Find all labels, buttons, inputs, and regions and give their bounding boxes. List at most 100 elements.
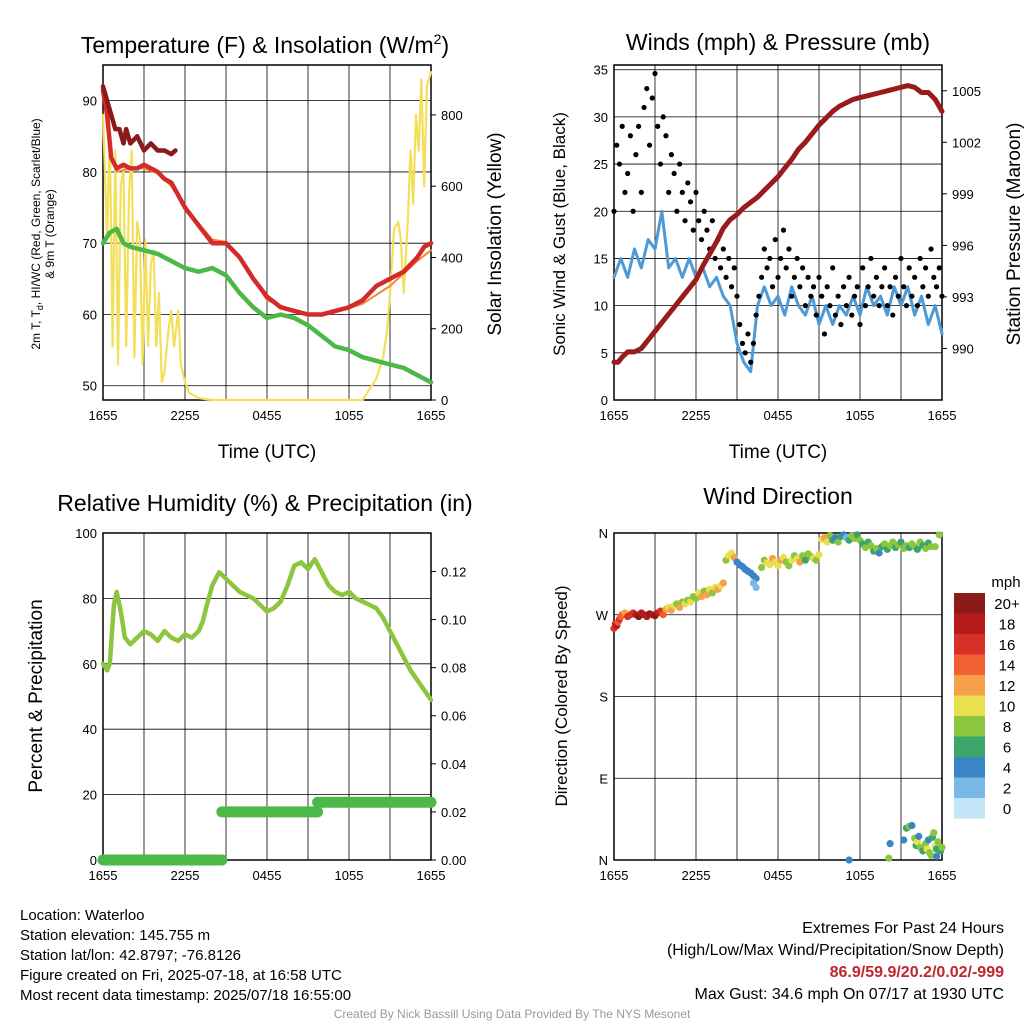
direction-point [815, 551, 823, 559]
wind-line [612, 209, 944, 374]
legend-swatch [954, 593, 985, 614]
direction-point [845, 856, 853, 864]
temperature-left-tick-labels: 50 60 70 80 90 [83, 94, 97, 394]
max-gust: Max Gust: 34.6 mph On 07/17 at 1930 UTC [694, 986, 1005, 1003]
gust-point [819, 293, 825, 299]
precipitation-line [97, 796, 437, 866]
right-tick-label: 0.06 [441, 709, 466, 724]
gust-point [742, 350, 748, 356]
y-tick-label: 80 [83, 591, 97, 606]
legend-swatch [954, 736, 985, 757]
x-tick-label: 1655 [89, 868, 118, 883]
humidity-series [97, 556, 437, 866]
direction-point [931, 543, 939, 551]
temperature-x-tick-labels: 1655 2255 0455 1055 1655 [89, 408, 446, 423]
direction-point [932, 852, 941, 860]
gust-point [901, 284, 907, 290]
y-tick-label: 60 [83, 657, 97, 672]
gust-point [709, 218, 716, 224]
direction-x-tick-labels: 1655 2255 0455 1055 1655 [600, 868, 957, 883]
direction-point [697, 592, 706, 601]
y-tick-label: 5 [601, 346, 608, 361]
x-tick-label: 0455 [253, 408, 282, 423]
legend-label: 2 [1003, 781, 1011, 798]
gust-point [649, 95, 655, 101]
gust-point [854, 284, 860, 290]
direction-points [610, 531, 946, 864]
gust-point [786, 246, 792, 252]
gust-point [827, 303, 833, 309]
humidity-line [100, 556, 434, 703]
gust-point [933, 284, 940, 290]
station-info: Location: Waterloo Station elevation: 14… [20, 906, 351, 1006]
gust-point [737, 321, 743, 328]
gust-point [780, 227, 787, 233]
right-tick-label: 0.04 [441, 757, 466, 772]
direction-point [913, 545, 922, 553]
x-tick-label: 1655 [417, 408, 446, 423]
gust-point [909, 293, 915, 299]
y-tick-label: 90 [83, 94, 97, 109]
gust-point [892, 274, 899, 280]
gust-point [731, 265, 737, 271]
right-tick-label: 200 [441, 322, 463, 337]
legend-label: 16 [999, 637, 1016, 654]
winds-left-axis-label: Sonic Wind & Gust (Blue, Black) [550, 112, 569, 356]
gust-point [726, 255, 732, 262]
extremes-subheading: (High/Low/Max Wind/Precipitation/Snow De… [666, 942, 1004, 959]
y-tick-label: 70 [83, 236, 97, 251]
gust-point [756, 293, 762, 299]
x-tick-label: 1055 [846, 408, 875, 423]
humidity-chart: Relative Humidity (%) & Precipitation (i… [26, 490, 473, 883]
humidity-x-tick-labels: 1655 2255 0455 1055 1655 [89, 868, 446, 883]
gust-point [835, 293, 841, 299]
direction-point [915, 832, 923, 840]
gust-point [698, 236, 705, 243]
direction-point [885, 854, 893, 862]
gust-point [753, 312, 759, 318]
direction-point [752, 583, 760, 592]
direction-point [913, 838, 922, 846]
right-tick-label: 0.08 [441, 661, 466, 676]
y-tick-label: N [599, 526, 608, 541]
gust-point [873, 274, 880, 280]
gust-point [748, 359, 754, 365]
direction-point [889, 538, 897, 546]
gust-point [813, 312, 819, 318]
gust-point [701, 208, 707, 214]
direction-point [719, 579, 727, 587]
gust-point [794, 255, 800, 262]
gust-point [677, 161, 683, 167]
winds-chart: Winds (mph) & Pressure (mb) 0 5 10 15 20 25 30… [550, 29, 1024, 463]
gust-point [791, 274, 798, 280]
winds-left-tick-labels: 0 5 10 15 20 25 30 35 [594, 63, 608, 408]
direction-chart-title: Wind Direction [703, 483, 853, 509]
legend-label: 12 [999, 678, 1016, 695]
gust-point [895, 293, 901, 299]
gust-point [797, 284, 803, 290]
x-tick-label: 1055 [335, 868, 364, 883]
gust-point [652, 70, 658, 77]
gust-point [923, 265, 929, 271]
temp-line [100, 87, 434, 317]
winds-x-tick-labels: 1655 2255 0455 1055 1655 [600, 408, 957, 423]
gust-point [759, 274, 765, 280]
gust-point [912, 274, 918, 280]
y-tick-label: N [599, 853, 608, 868]
gust-point [619, 123, 625, 129]
gust-point [832, 312, 839, 318]
winds-chart-title: Winds (mph) & Pressure (mb) [626, 29, 930, 55]
gust-point [876, 303, 882, 309]
legend-label: 10 [999, 699, 1016, 716]
gust-point [903, 303, 910, 309]
y-tick-label: 10 [594, 299, 608, 314]
temperature-chart-title: Temperature (F) & Insolation (W/m2) [81, 31, 449, 58]
gust-point [739, 340, 746, 346]
x-tick-label: 1055 [335, 408, 364, 423]
gust-point [693, 189, 699, 195]
gust-point [857, 321, 863, 328]
gust-point [931, 274, 937, 280]
gust-point [860, 265, 866, 271]
gust-point [616, 161, 623, 167]
temperature-left-axis-label: 2m T, Td, HI/WC (Red, Green, Scarlet/Blu… [29, 118, 45, 349]
